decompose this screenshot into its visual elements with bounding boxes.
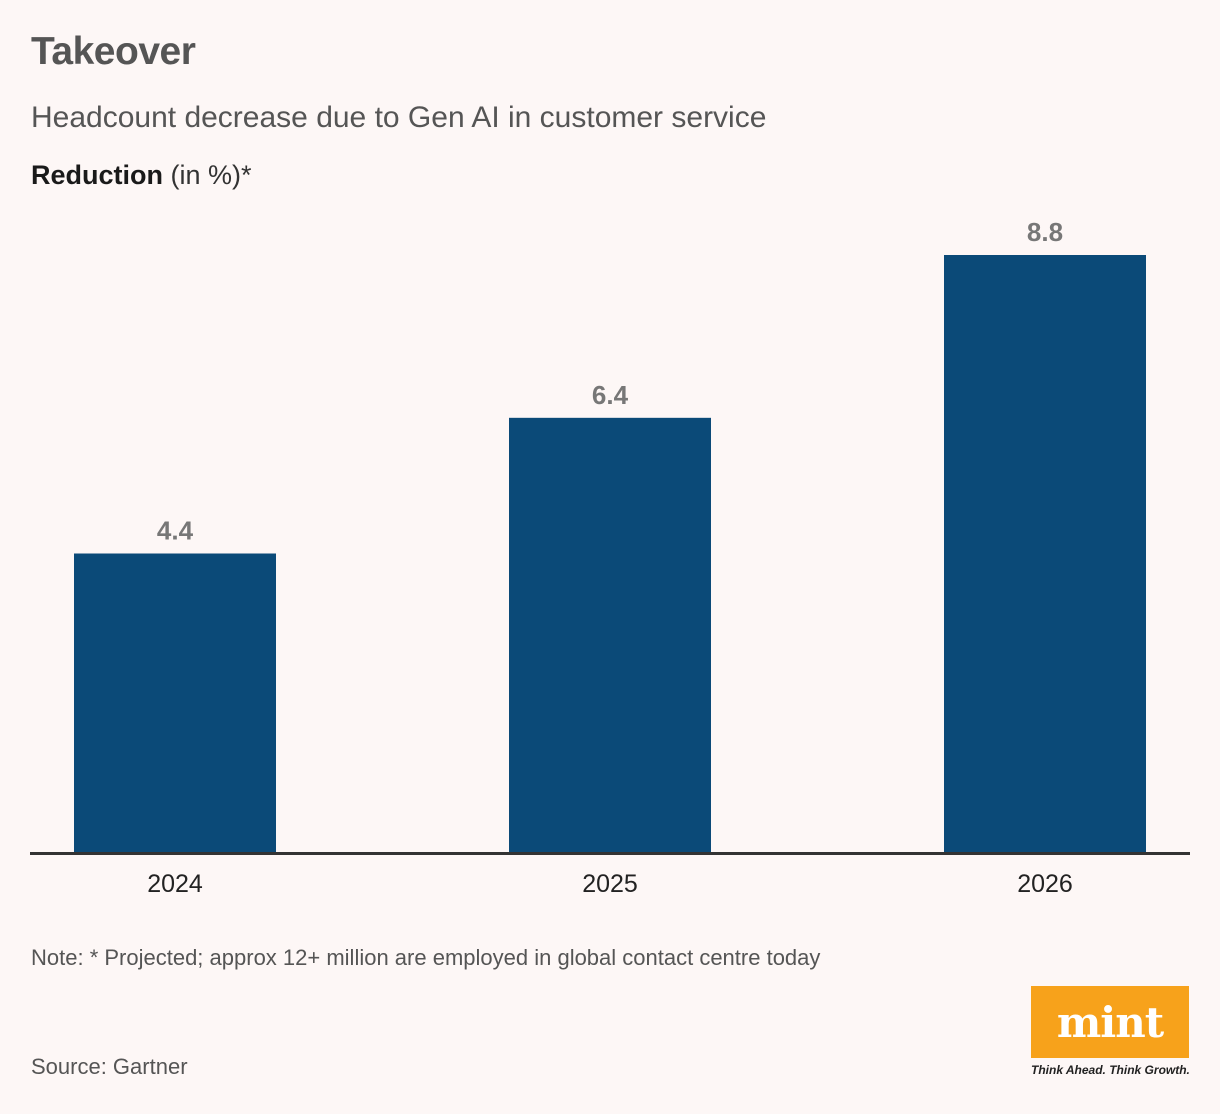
- mint-logo: mint: [1031, 986, 1189, 1058]
- x-tick-2025: 2025: [582, 870, 638, 898]
- mint-logo-text: mint: [1056, 997, 1164, 1047]
- bar-chart: 4.4 2024 6.4 2025 8.8 2026: [30, 217, 1190, 898]
- bar-2024: [74, 553, 276, 852]
- unit-label-rest: (in %)*: [163, 160, 252, 190]
- bar-2026: [944, 255, 1146, 852]
- unit-label-bold: Reduction: [31, 160, 163, 190]
- bar-2025: [509, 417, 711, 852]
- footnote: Note: * Projected; approx 12+ million ar…: [31, 945, 821, 970]
- chart-title: Takeover: [31, 30, 196, 73]
- source-credit: Source: Gartner: [31, 1054, 188, 1079]
- data-label-2026: 8.8: [1027, 217, 1063, 247]
- brand-tagline: Think Ahead. Think Growth.: [1031, 1063, 1190, 1077]
- data-label-2025: 6.4: [592, 380, 629, 410]
- chart-subtitle: Headcount decrease due to Gen AI in cust…: [31, 101, 767, 134]
- x-tick-2026: 2026: [1017, 870, 1073, 898]
- x-tick-2024: 2024: [147, 870, 203, 898]
- data-label-2024: 4.4: [157, 516, 194, 546]
- unit-label: Reduction (in %)*: [31, 160, 252, 191]
